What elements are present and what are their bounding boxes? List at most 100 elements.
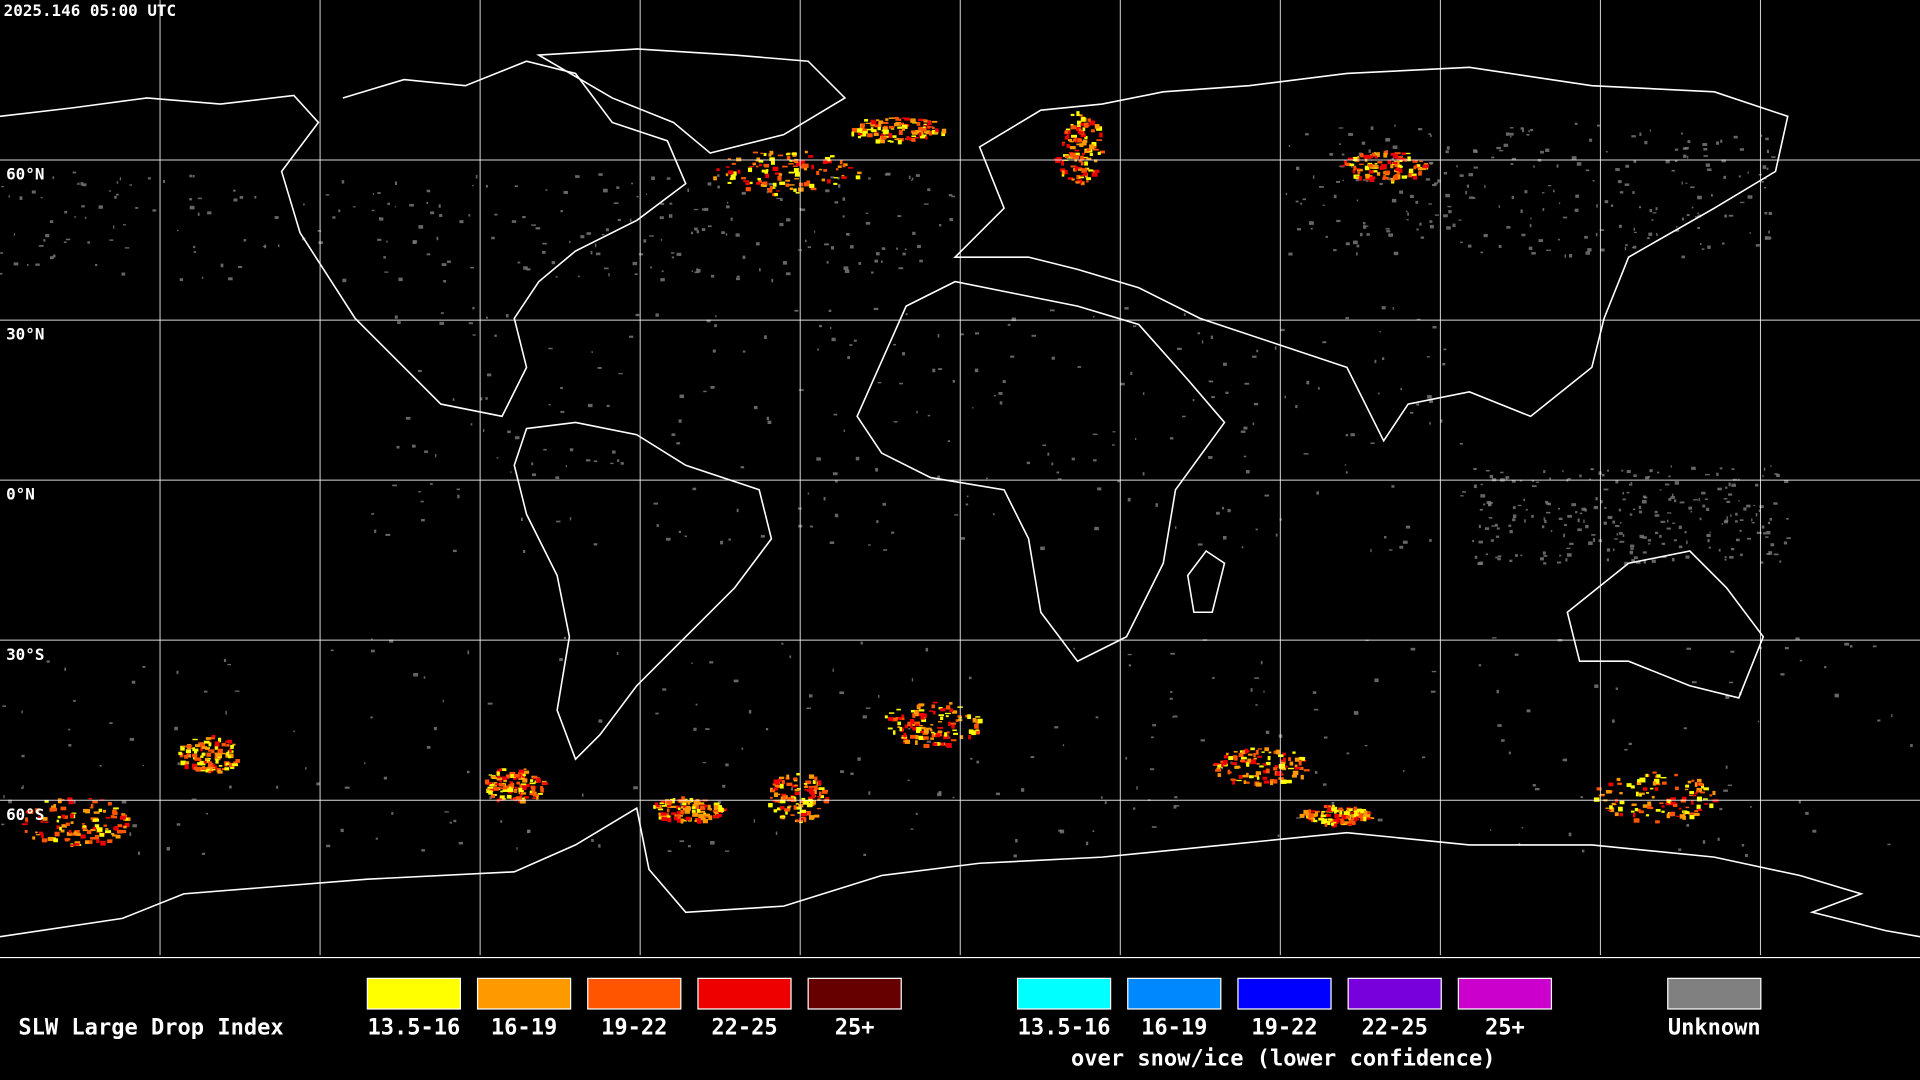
cloud-speck — [1460, 241, 1463, 244]
cloud-speck — [1685, 182, 1688, 184]
cloud-speck — [480, 397, 483, 401]
cloud-speck — [1305, 133, 1309, 136]
cloud-speck — [1656, 774, 1661, 778]
cloud-speck — [1075, 181, 1080, 184]
cloud-speck — [1181, 415, 1186, 418]
cloud-speck — [182, 745, 186, 748]
cloud-speck — [603, 188, 608, 193]
cloud-speck — [1598, 794, 1605, 797]
cloud-speck — [213, 765, 218, 770]
cloud-speck — [823, 169, 828, 172]
cloud-speck — [868, 791, 871, 795]
cloud-speck — [1273, 750, 1278, 754]
cloud-speck — [1721, 523, 1724, 525]
cloud-speck — [523, 770, 530, 774]
cloud-speck — [1288, 757, 1291, 761]
cloud-speck — [1766, 530, 1771, 535]
cloud-speck — [1173, 715, 1178, 718]
cloud-speck — [340, 828, 344, 833]
cloud-speck — [1681, 132, 1684, 135]
cloud-speck — [82, 829, 88, 832]
cloud-speck — [449, 821, 452, 824]
cloud-speck — [1728, 493, 1733, 496]
cloud-speck — [1371, 167, 1378, 169]
cloud-speck — [1497, 557, 1501, 561]
cloud-speck — [162, 180, 166, 183]
cloud-speck — [27, 264, 29, 266]
cloud-speck — [884, 173, 890, 176]
cloud-speck — [1724, 214, 1727, 218]
cloud-speck — [638, 253, 644, 256]
cloud-speck — [1320, 814, 1327, 818]
cloud-speck — [1430, 134, 1432, 137]
cloud-speck — [841, 174, 845, 177]
cloud-speck — [1531, 252, 1536, 255]
cloud-speck — [1691, 779, 1695, 782]
cloud-speck — [529, 792, 535, 796]
cloud-speck — [185, 749, 192, 754]
cloud-speck — [1086, 180, 1089, 183]
cloud-speck — [548, 347, 553, 350]
cloud-speck — [1691, 800, 1694, 805]
cloud-speck — [1575, 511, 1578, 514]
cloud-speck — [1509, 559, 1513, 563]
cloud-speck — [53, 804, 57, 808]
cloud-speck — [0, 252, 3, 254]
cloud-speck — [1149, 768, 1155, 771]
cloud-speck — [812, 780, 816, 785]
cloud-speck — [1564, 254, 1567, 258]
cloud-speck — [1614, 798, 1619, 803]
cloud-speck — [845, 233, 848, 236]
cloud-speck — [1096, 139, 1103, 141]
cloud-speck — [111, 834, 117, 837]
cloud-speck — [613, 202, 619, 204]
cloud-speck — [1086, 157, 1092, 160]
cloud-speck — [593, 543, 598, 546]
cloud-speck — [120, 829, 127, 834]
cloud-speck — [1728, 482, 1731, 487]
cloud-speck — [1092, 433, 1098, 436]
cloud-speck — [342, 278, 347, 283]
cloud-speck — [1223, 755, 1228, 759]
cloud-speck — [1381, 306, 1386, 310]
cloud-speck — [1731, 468, 1735, 470]
cloud-speck — [1127, 497, 1131, 502]
cloud-speck — [671, 433, 676, 437]
cloud-speck — [1694, 782, 1698, 787]
cloud-speck — [807, 492, 810, 495]
cloud-speck — [885, 118, 889, 121]
cloud-speck — [961, 537, 966, 540]
cloud-speck — [952, 379, 955, 383]
cloud-speck — [760, 535, 765, 538]
latitude-label: 0°N — [6, 485, 35, 504]
cloud-speck — [221, 768, 227, 770]
cloud-speck — [876, 520, 879, 524]
cloud-speck — [508, 784, 514, 789]
cloud-speck — [518, 769, 525, 773]
cloud-speck — [815, 787, 822, 790]
cloud-speck — [764, 170, 768, 175]
cloud-speck — [1759, 505, 1764, 509]
cloud-speck — [1077, 131, 1084, 134]
cloud-speck — [1007, 323, 1011, 326]
cloud-speck — [205, 768, 210, 773]
cloud-speck — [1589, 478, 1592, 481]
cloud-speck — [720, 540, 724, 545]
cloud-speck — [1528, 246, 1533, 250]
cloud-speck — [1762, 474, 1764, 478]
cloud-speck — [1394, 124, 1396, 127]
cloud-speck — [1254, 774, 1259, 778]
cloud-speck — [1238, 774, 1243, 779]
cloud-speck — [1696, 804, 1701, 810]
cloud-speck — [887, 140, 892, 142]
cloud-speck — [1877, 719, 1881, 722]
cloud-speck — [1338, 807, 1343, 811]
cloud-speck — [695, 703, 698, 706]
cloud-speck — [522, 774, 526, 777]
cloud-speck — [1849, 645, 1853, 648]
cloud-speck — [923, 713, 927, 718]
cloud-speck — [805, 780, 812, 785]
cloud-speck — [1735, 538, 1740, 542]
cloud-speck — [1377, 818, 1383, 822]
cloud-speck — [725, 233, 728, 236]
